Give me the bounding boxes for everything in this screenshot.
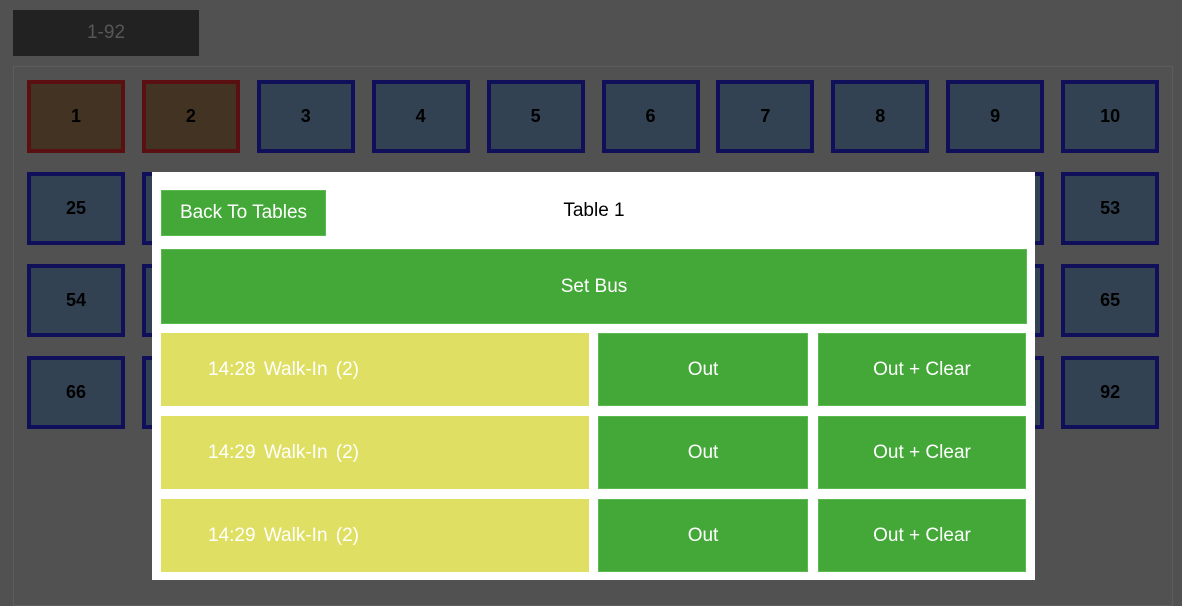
table-tile[interactable]: 1 (27, 80, 125, 153)
table-tile[interactable]: 25 (27, 172, 125, 245)
table-tile[interactable]: 9 (946, 80, 1045, 153)
table-tile[interactable]: 4 (371, 80, 470, 153)
table-tile[interactable]: 7 (716, 80, 815, 153)
table-tile[interactable]: 8 (831, 80, 930, 153)
out-button[interactable]: Out (598, 333, 808, 406)
table-tile[interactable]: 92 (1061, 356, 1160, 429)
table-tile[interactable]: 5 (486, 80, 585, 153)
table-tile[interactable]: 66 (27, 356, 125, 429)
reservation-entry[interactable]: 14:29 Walk-In (2) (161, 416, 589, 489)
table-tile[interactable]: 10 (1061, 80, 1160, 153)
modal-title: Table 1 (563, 200, 625, 221)
table-detail-modal: Back To Tables Table 1 Set Bus 14:28 Wal… (152, 172, 1035, 580)
out-clear-button[interactable]: Out + Clear (818, 499, 1026, 572)
table-tile[interactable]: 2 (141, 80, 240, 153)
table-tile[interactable]: 65 (1061, 264, 1160, 337)
table-tile[interactable]: 6 (601, 80, 700, 153)
set-bus-button[interactable]: Set Bus (161, 249, 1027, 324)
out-button[interactable]: Out (598, 416, 808, 489)
out-clear-button[interactable]: Out + Clear (818, 416, 1026, 489)
range-tab[interactable]: 1-92 (13, 10, 199, 56)
back-to-tables-button[interactable]: Back To Tables (161, 190, 326, 236)
out-clear-button[interactable]: Out + Clear (818, 333, 1026, 406)
out-button[interactable]: Out (598, 499, 808, 572)
table-tile[interactable]: 53 (1061, 172, 1160, 245)
reservation-entry[interactable]: 14:28 Walk-In (2) (161, 333, 589, 406)
reservation-entry[interactable]: 14:29 Walk-In (2) (161, 499, 589, 572)
table-tile[interactable]: 54 (27, 264, 125, 337)
table-tile[interactable]: 3 (256, 80, 355, 153)
